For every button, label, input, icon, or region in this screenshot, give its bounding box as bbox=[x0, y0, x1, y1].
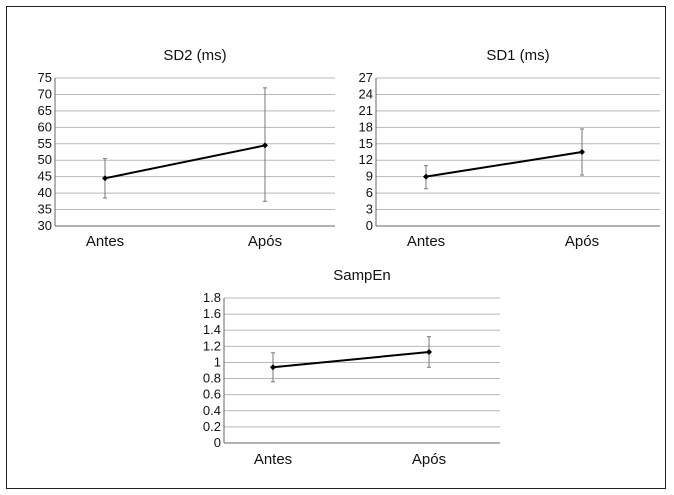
y-tick-label: 1 bbox=[214, 354, 221, 369]
y-tick-label: 0.4 bbox=[203, 403, 221, 418]
y-tick-label: 50 bbox=[38, 152, 52, 167]
y-tick-label: 24 bbox=[359, 86, 373, 101]
y-tick-label: 0.6 bbox=[203, 387, 221, 402]
y-tick-label: 70 bbox=[38, 86, 52, 101]
y-tick-label: 0.2 bbox=[203, 419, 221, 434]
chart-title: SampEn bbox=[333, 267, 391, 284]
y-tick-label: 1.8 bbox=[203, 290, 221, 305]
y-tick-label: 65 bbox=[38, 103, 52, 118]
data-point bbox=[102, 175, 108, 182]
y-tick-label: 12 bbox=[359, 152, 373, 167]
x-tick-label: Antes bbox=[86, 233, 124, 250]
series-line bbox=[425, 151, 583, 178]
series-line bbox=[272, 350, 430, 369]
data-point bbox=[579, 149, 585, 155]
y-tick-label: 55 bbox=[38, 136, 52, 151]
data-point bbox=[270, 364, 276, 371]
y-tick-label: 21 bbox=[359, 103, 373, 118]
y-tick-label: 60 bbox=[38, 119, 52, 134]
figure-frame bbox=[6, 6, 666, 489]
chart-sampen: SampEn 00.20.40.60.8 11.21.41.61.8 Antes Apó… bbox=[203, 267, 500, 468]
y-tick-label: 75 bbox=[38, 70, 52, 85]
chart-title: SD2 (ms) bbox=[163, 47, 226, 64]
y-tick-label: 6 bbox=[366, 185, 373, 200]
data-point bbox=[426, 348, 432, 355]
y-tick-label: 9 bbox=[366, 169, 373, 184]
chart-title: SD1 (ms) bbox=[486, 47, 549, 64]
y-tick-label: 18 bbox=[359, 119, 373, 134]
x-tick-label: Após bbox=[248, 233, 282, 250]
series-line bbox=[104, 144, 266, 180]
data-point bbox=[262, 142, 268, 149]
y-tick-label: 1.2 bbox=[203, 338, 221, 353]
x-tick-label: Antes bbox=[407, 233, 445, 250]
y-tick-label: 45 bbox=[38, 169, 52, 184]
x-tick-label: Após bbox=[412, 451, 446, 468]
y-tick-label: 27 bbox=[359, 70, 373, 85]
data-point bbox=[423, 173, 429, 180]
x-tick-label: Antes bbox=[254, 451, 292, 468]
y-tick-label: 0.8 bbox=[203, 371, 221, 386]
y-tick-label: 40 bbox=[38, 185, 52, 200]
y-tick-label: 0 bbox=[366, 218, 373, 233]
y-tick-label: 30 bbox=[38, 218, 52, 233]
y-tick-label: 15 bbox=[359, 136, 373, 151]
y-tick-label: 3 bbox=[366, 202, 373, 217]
y-tick-label: 1.4 bbox=[203, 322, 221, 337]
y-tick-label: 1.6 bbox=[203, 306, 221, 321]
y-tick-label: 0 bbox=[214, 435, 221, 450]
x-tick-label: Após bbox=[565, 233, 599, 250]
y-tick-label: 35 bbox=[38, 202, 52, 217]
